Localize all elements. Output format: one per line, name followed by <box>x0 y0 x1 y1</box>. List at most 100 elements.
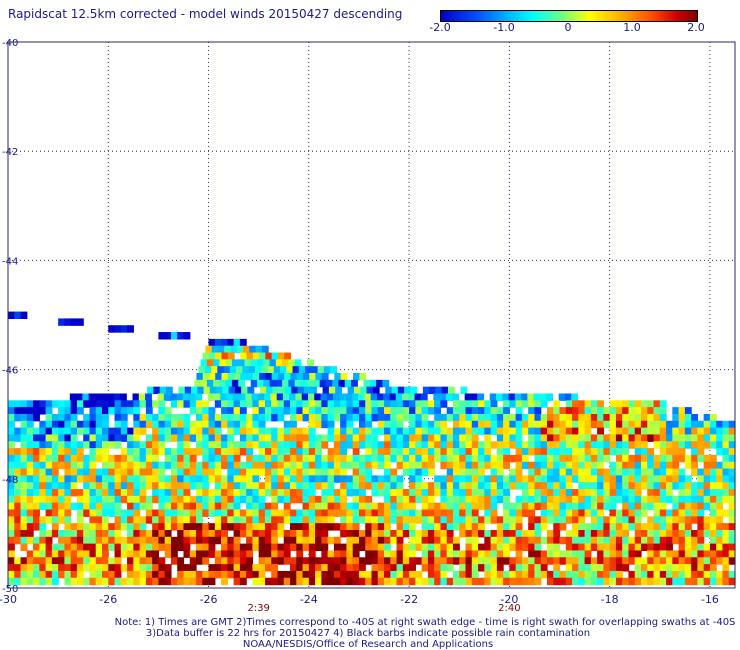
heatmap-cell <box>26 564 34 572</box>
heatmap-cell <box>108 543 116 552</box>
heatmap-cell <box>239 577 247 586</box>
heatmap-cell <box>615 543 623 552</box>
heatmap-cell <box>578 564 586 572</box>
heatmap-cell <box>402 557 410 565</box>
heatmap-cell <box>647 489 655 497</box>
heatmap-cell <box>521 564 529 572</box>
heatmap-cell <box>434 564 442 572</box>
heatmap-cell <box>277 427 285 436</box>
heatmap-cell <box>358 407 366 415</box>
heatmap-cell <box>628 495 636 504</box>
heatmap-cell <box>321 529 329 538</box>
heatmap-cell <box>127 407 134 415</box>
heatmap-cell <box>58 448 66 456</box>
heatmap-cell <box>321 509 329 517</box>
heatmap-cell <box>102 448 109 456</box>
heatmap-cell <box>609 475 617 483</box>
heatmap-cell <box>302 448 310 456</box>
heatmap-cell <box>64 441 72 449</box>
heatmap-cell <box>534 523 542 531</box>
heatmap-cell <box>622 543 630 552</box>
heatmap-cell <box>496 516 504 524</box>
heatmap-cell <box>484 461 492 470</box>
heatmap-cell <box>296 529 304 538</box>
heatmap-cell <box>496 448 504 456</box>
heatmap-cell <box>390 570 398 579</box>
heatmap-cell <box>26 577 34 586</box>
heatmap-cell <box>170 468 178 476</box>
heatmap-cell <box>465 489 473 497</box>
heatmap-cell <box>358 393 365 401</box>
heatmap-cell <box>352 564 360 572</box>
heatmap-cell <box>177 509 185 517</box>
heatmap-cell <box>622 516 630 524</box>
heatmap-cell <box>365 509 373 517</box>
heatmap-cell <box>728 536 736 545</box>
heatmap-cell <box>145 468 153 476</box>
heatmap-cell <box>164 420 172 429</box>
heatmap-cell <box>158 475 166 483</box>
heatmap-cell <box>263 359 271 367</box>
heatmap-cell <box>208 420 216 429</box>
heatmap-cell <box>246 482 254 490</box>
heatmap-cell <box>8 468 15 476</box>
heatmap-cell <box>622 448 630 456</box>
heatmap-cell <box>384 407 391 415</box>
heatmap-cell <box>515 557 523 565</box>
heatmap-cell <box>246 557 254 565</box>
heatmap-cell <box>421 516 429 524</box>
heatmap-cell <box>277 509 285 517</box>
heatmap-cell <box>211 366 218 374</box>
heatmap-cell <box>365 482 373 490</box>
heatmap-cell <box>546 448 554 456</box>
heatmap-cell <box>33 495 40 504</box>
heatmap-cell <box>64 407 72 415</box>
heatmap-cell <box>208 564 216 572</box>
heatmap-cell <box>697 523 705 531</box>
heatmap-cell <box>402 502 410 511</box>
heatmap-cell <box>615 427 623 436</box>
heatmap-cell <box>227 407 235 415</box>
heatmap-cell <box>415 577 423 586</box>
heatmap-cell <box>51 543 59 552</box>
heatmap-cell <box>158 543 166 552</box>
heatmap-cell <box>434 441 442 449</box>
heatmap-cell <box>239 427 247 436</box>
heatmap-cell <box>145 495 153 504</box>
heatmap-cell <box>640 509 648 517</box>
heatmap-cell <box>691 529 698 538</box>
heatmap-cell <box>14 523 22 531</box>
heatmap-cell <box>33 577 40 586</box>
heatmap-cell <box>20 420 28 429</box>
heatmap-cell <box>158 564 166 572</box>
heatmap-cell <box>709 516 717 524</box>
heatmap-cell <box>271 413 279 422</box>
heatmap-cell <box>672 564 680 572</box>
heatmap-cell <box>603 448 611 456</box>
heatmap-cell <box>231 359 239 367</box>
heatmap-cell <box>716 529 724 538</box>
heatmap-cell <box>308 529 316 538</box>
heatmap-cell <box>352 434 360 442</box>
heatmap-cell <box>534 564 542 572</box>
heatmap-cell <box>114 475 122 483</box>
heatmap-cell <box>277 400 285 408</box>
heatmap-cell <box>584 407 592 415</box>
heatmap-cell <box>609 557 617 565</box>
heatmap-cell <box>206 359 214 367</box>
heatmap-cell <box>108 489 116 497</box>
colorbar <box>440 10 698 22</box>
heatmap-cell <box>390 454 398 463</box>
heatmap-cell <box>308 502 316 511</box>
heatmap-cell <box>114 461 122 470</box>
heatmap-cell <box>369 379 377 388</box>
heatmap-cell <box>452 502 460 511</box>
heatmap-cell <box>315 536 322 545</box>
heatmap-cell <box>64 543 72 552</box>
heatmap-cell <box>440 523 448 531</box>
heatmap-cell <box>546 489 554 497</box>
heatmap-cell <box>102 516 109 524</box>
heatmap-cell <box>283 570 291 579</box>
heatmap-cell <box>340 373 348 381</box>
heatmap-cell <box>396 407 404 415</box>
